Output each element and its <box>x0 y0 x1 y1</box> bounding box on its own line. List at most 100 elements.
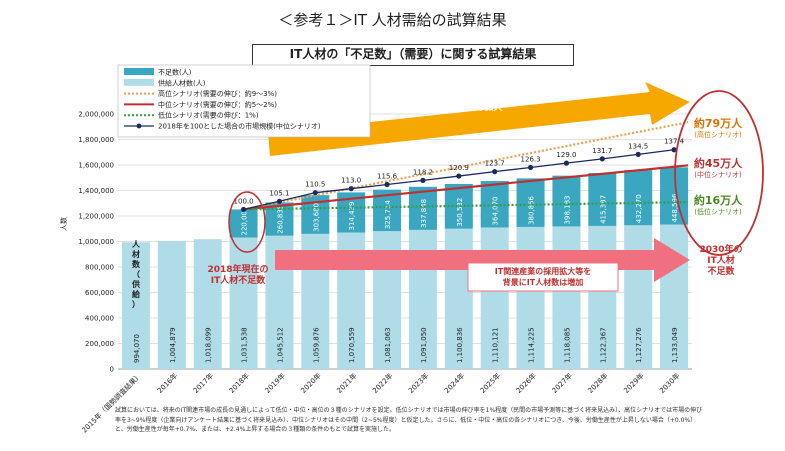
y-tick-label: 400,000 <box>85 315 114 323</box>
shortage-value-label: 364,070 <box>492 197 500 226</box>
shortage-value-label: 415,387 <box>599 195 607 224</box>
supply-bar <box>121 242 150 369</box>
x-tick-label: 2024年 <box>442 371 466 395</box>
pink-trend-arrow <box>275 238 690 282</box>
supply-vertical-label: 供 <box>131 279 140 289</box>
market-index-label: 126.3 <box>521 155 541 163</box>
x-tick-label: 2026年 <box>514 371 538 395</box>
shortage-value-label: 398,183 <box>563 195 571 224</box>
shortage-bar <box>624 170 653 226</box>
pink-arrow-text-line: IT関連産業の採用拡大等を <box>495 266 591 276</box>
shortage-2018-label-line: IT人材不足数 <box>211 274 266 286</box>
supply-vertical-label: 給 <box>132 289 141 299</box>
shortage-value-label: 337,848 <box>420 199 428 228</box>
legend-swatch-market-dot <box>136 123 142 129</box>
market-index-point <box>276 198 283 204</box>
x-tick-label: 2018年 <box>227 371 251 395</box>
x-tick-label: 2029年 <box>622 371 646 395</box>
x-tick-label: 2020年 <box>299 371 323 395</box>
y-axis-label: 人数 <box>59 217 68 231</box>
supply-value-label: 1,045,512 <box>276 327 284 363</box>
supply-value-label: 1,110,121 <box>492 327 500 363</box>
market-index-point <box>348 186 354 192</box>
y-tick-label: 1,400,000 <box>78 187 114 195</box>
shortage-bar <box>588 172 617 226</box>
shortage-2018-label-line: 2018年現在の <box>207 263 268 275</box>
orange-arrow-text-line: IT関連市場規模は <box>444 90 517 102</box>
shortage-2030-label-line: 2030年の <box>699 243 742 255</box>
supply-bar <box>588 225 617 369</box>
legend-label: 不足数(人) <box>158 68 192 77</box>
shortage-value-label: 380,856 <box>528 195 536 224</box>
page-title: ＜参考１＞IT 人材需給の試算結果 <box>278 11 507 29</box>
mid-scenario-caption: (中位シナリオ) <box>694 170 742 179</box>
supply-vertical-label: （ <box>132 269 140 279</box>
legend-label: 低位シナリオ(需要の伸び：1%) <box>158 111 259 120</box>
supply-bar <box>229 237 258 369</box>
high-total-label: 約79万人 <box>694 116 743 130</box>
market-index-point <box>599 156 605 162</box>
market-index-point <box>240 206 247 213</box>
y-tick-label: 0 <box>110 366 114 374</box>
legend-box <box>117 64 371 138</box>
market-index-point <box>456 173 462 179</box>
y-tick-label: 1,800,000 <box>78 136 114 144</box>
market-index-label: 118.2 <box>413 168 433 176</box>
market-index-point <box>671 147 677 153</box>
scenario-2030-oval <box>674 90 764 256</box>
supply-value-label: 1,127,276 <box>635 327 643 363</box>
shortage-bar <box>229 209 258 238</box>
supply-value-label: 1,081,063 <box>384 327 392 363</box>
chart-subtitle: IT人材の「不足数」（需要）に関する試算結果 <box>252 44 574 66</box>
supply-vertical-label: 数 <box>132 259 141 269</box>
market-index-label: 113.0 <box>341 177 361 185</box>
high-scenario-caption: (高位シナリオ) <box>694 130 742 139</box>
pink-arrow-text-line: 背景にIT人材数は増加 <box>503 277 583 287</box>
shortage-2030-label-line: IT人材 <box>707 254 735 266</box>
footnote: 試算においては、将来のIT関連市場の成長の見通しによって低位・中位・高位の３種の… <box>115 407 703 433</box>
x-tick-label: 2022年 <box>371 371 395 395</box>
shortage-bar <box>660 167 689 225</box>
high-scenario-line <box>243 121 689 211</box>
x-tick-label: 2030年 <box>658 371 682 395</box>
market-index-point <box>420 177 426 183</box>
shortage-bar <box>516 178 545 227</box>
y-tick-label: 1,200,000 <box>78 213 114 221</box>
mid-total-label: 約45万人 <box>694 156 743 170</box>
x-tick-label: 2021年 <box>335 371 359 395</box>
market-index-label: 115.6 <box>377 173 398 181</box>
market-index-label: 123.7 <box>485 160 505 168</box>
supply-vertical-label: ） <box>132 299 140 309</box>
shortage-value-label: 314,439 <box>348 202 356 231</box>
shortage-bar <box>552 175 581 227</box>
supply-value-label: 1,070,559 <box>348 327 356 363</box>
market-index-point <box>492 169 498 175</box>
shortage-2018-circle <box>228 191 266 253</box>
market-index-label: 110.5 <box>305 181 325 189</box>
legend-swatch-shortage <box>124 68 154 75</box>
low-scenario-caption: (低位シナリオ) <box>694 207 742 216</box>
market-index-point <box>527 164 534 171</box>
shortage-2030-label-line: 不足数 <box>707 265 735 277</box>
shortage-bar <box>408 186 437 230</box>
y-tick-label: 1,600,000 <box>78 162 114 170</box>
shortage-value-label: 448,596 <box>671 193 679 222</box>
market-index-point <box>384 181 390 188</box>
legend-label: 中位シナリオ(需要の伸び：約5～2%) <box>158 100 277 109</box>
market-index-point <box>563 160 570 166</box>
supply-value-label: 1,100,836 <box>456 327 464 363</box>
shortage-value-label: 220,000 <box>241 207 249 236</box>
market-index-label: 134.5 <box>628 142 648 150</box>
supply-value-label: 1,122,367 <box>599 327 607 363</box>
shortage-value-label: 260,835 <box>276 205 284 234</box>
x-tick-label: 2017年 <box>191 371 215 395</box>
market-index-label: 100.0 <box>234 197 254 205</box>
supply-bar <box>624 225 653 369</box>
y-tick-label: 2,000,000 <box>78 111 114 119</box>
orange-arrow-text-line: 今後も拡大 <box>456 101 502 113</box>
market-index-label: 105.1 <box>269 189 289 197</box>
pink-arrow-textbox <box>467 262 619 292</box>
supply-vertical-label: 材 <box>132 249 140 259</box>
supply-value-label: 1,059,876 <box>312 327 320 363</box>
supply-value-label: 1,133,049 <box>671 327 679 363</box>
